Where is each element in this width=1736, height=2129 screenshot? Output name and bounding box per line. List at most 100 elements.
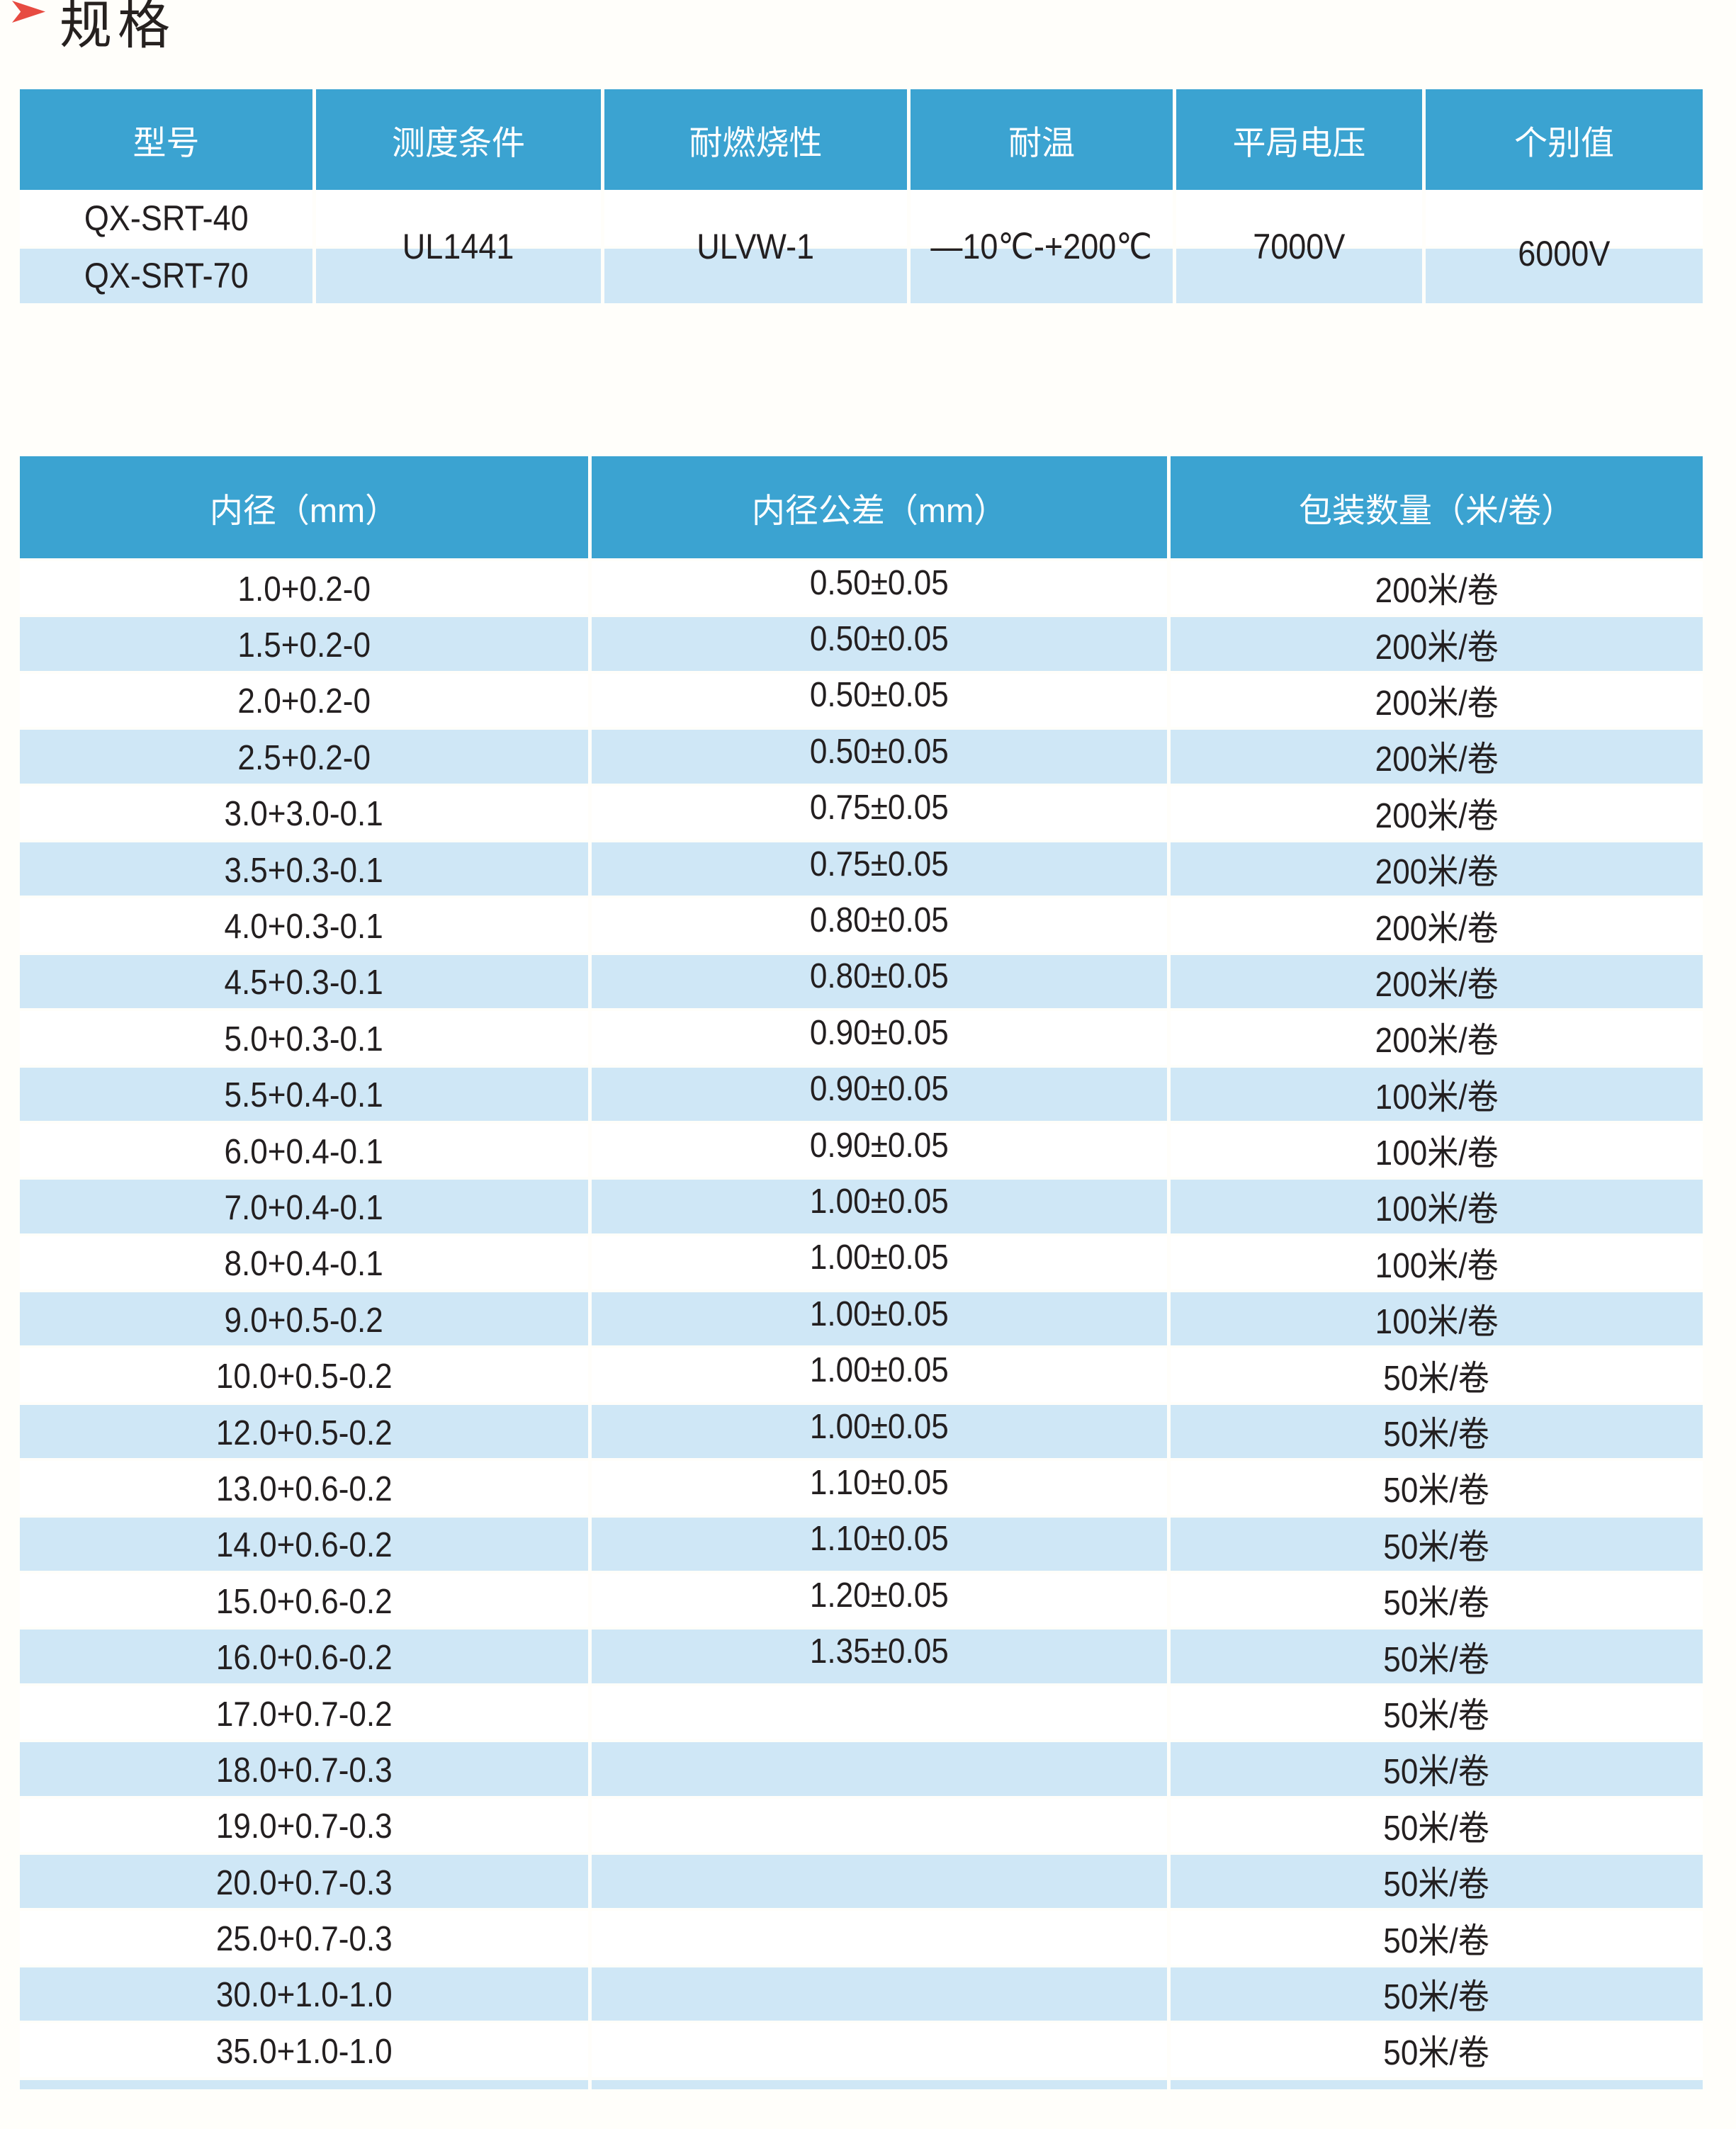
cell-diameter: 6.0+0.4-0.1 (20, 1123, 588, 1178)
cell-diameter: 20.0+0.7-0.3 (20, 1854, 588, 1909)
value-flame-resistance-text: ULVW-1 (697, 227, 815, 266)
cell-quantity: 50米/卷 (1171, 1911, 1703, 1965)
cell-diameter: 7.0+0.4-0.1 (20, 1180, 588, 1233)
cell-quantity-text: 200米/卷 (1375, 572, 1499, 611)
cell-diameter: 1.0+0.2-0 (20, 561, 588, 615)
value-individual-text: 6000V (1518, 234, 1611, 273)
cell-blank (1426, 248, 1703, 303)
header-flame-resistance: 耐燃烧性 (604, 89, 907, 190)
cell-diameter: 16.0+0.6-0.2 (20, 1630, 588, 1683)
cell-diameter: 4.5+0.3-0.1 (20, 954, 588, 1009)
cell-tolerance (592, 2079, 1167, 2089)
cell-diameter-text: 7.0+0.4-0.1 (224, 1188, 384, 1227)
cell-diameter-text: 19.0+0.7-0.3 (215, 1807, 393, 1846)
cell-diameter-text: 8.0+0.4-0.1 (224, 1245, 384, 1284)
cell-quantity: 200米/卷 (1171, 730, 1703, 784)
cell-quantity: 50米/卷 (1171, 2023, 1703, 2077)
cell-tolerance: 1.00±0.05 (592, 1180, 1167, 1233)
cell-quantity: 100米/卷 (1171, 1123, 1703, 1178)
cell-quantity-text: 50米/卷 (1383, 1640, 1490, 1679)
cell-quantity: 50米/卷 (1171, 1574, 1703, 1627)
cell-quantity: 50米/卷 (1171, 1798, 1703, 1852)
cell-diameter-text: 3.0+3.0-0.1 (224, 795, 384, 834)
cell-model-1: QX-SRT-40 (20, 190, 312, 246)
cell-tolerance-text: 1.10±0.05 (810, 1463, 949, 1502)
header-individual-value: 个别值 (1426, 89, 1703, 190)
cell-tolerance: 0.90±0.05 (592, 1067, 1167, 1121)
cell-quantity: 200米/卷 (1171, 561, 1703, 615)
cell-tolerance-text: 0.80±0.05 (810, 957, 949, 996)
cell-quantity: 200米/卷 (1171, 786, 1703, 840)
cell-quantity: 100米/卷 (1171, 1236, 1703, 1290)
cell-quantity-text: 50米/卷 (1383, 1416, 1490, 1455)
size-table-row: 12.0+0.5-0.2 1.00±0.05 50米/卷 (20, 1404, 1703, 1459)
cell-quantity-text: 50米/卷 (1383, 1359, 1490, 1398)
cell-tolerance-text: 1.00±0.05 (810, 1238, 949, 1277)
cell-tolerance: 0.80±0.05 (592, 898, 1167, 952)
cell-quantity: 200米/卷 (1171, 673, 1703, 728)
cell-diameter: 9.0+0.5-0.2 (20, 1292, 588, 1346)
cell-diameter: 5.5+0.4-0.1 (20, 1067, 588, 1121)
cell-tolerance (592, 1967, 1167, 2021)
cell-tolerance: 1.35±0.05 (592, 1630, 1167, 1683)
size-table-row: 18.0+0.7-0.3 50米/卷 (20, 1742, 1703, 1796)
cell-quantity-text: 200米/卷 (1375, 853, 1499, 892)
size-table-row: 20.0+0.7-0.3 50米/卷 (20, 1854, 1703, 1909)
cell-tolerance-text: 0.50±0.05 (810, 563, 949, 602)
size-table-row: 30.0+1.0-1.0 50米/卷 (20, 1967, 1703, 2021)
size-table-row: 25.0+0.7-0.3 50米/卷 (20, 1911, 1703, 1965)
cell-quantity: 50米/卷 (1171, 1348, 1703, 1402)
cell-tolerance-text: 0.75±0.05 (810, 789, 949, 828)
cell-quantity: 50米/卷 (1171, 1742, 1703, 1796)
cell-tolerance: 1.00±0.05 (592, 1404, 1167, 1459)
size-table-row: 4.5+0.3-0.1 0.80±0.05 200米/卷 (20, 954, 1703, 1009)
cell-diameter-text: 15.0+0.6-0.2 (215, 1582, 393, 1621)
cell-diameter-text: 16.0+0.6-0.2 (215, 1639, 393, 1678)
cell-quantity-text: 100米/卷 (1375, 1246, 1499, 1285)
cell-diameter-text: 5.5+0.4-0.1 (224, 1076, 384, 1115)
properties-table-body: QX-SRT-40 QX-SRT-70 UL1441 ULVW-1 —10℃-+… (20, 190, 1703, 303)
cell-tolerance-text: 0.50±0.05 (810, 676, 949, 715)
cell-quantity-text: 100米/卷 (1375, 1134, 1499, 1173)
cell-tolerance (592, 1798, 1167, 1852)
cell-tolerance: 0.50±0.05 (592, 673, 1167, 728)
cell-blank (1176, 248, 1422, 303)
cell-quantity: 200米/卷 (1171, 617, 1703, 671)
size-table-row: 7.0+0.4-0.1 1.00±0.05 100米/卷 (20, 1180, 1703, 1233)
cell-diameter-text: 17.0+0.7-0.2 (215, 1695, 393, 1734)
value-avg-voltage: 7000V (1176, 190, 1422, 303)
cell-quantity-text: 50米/卷 (1383, 1921, 1490, 1960)
size-table-row: 2.5+0.2-0 0.50±0.05 200米/卷 (20, 730, 1703, 784)
cell-diameter: 3.5+0.3-0.1 (20, 842, 588, 896)
cell-quantity: 100米/卷 (1171, 1180, 1703, 1233)
cell-tolerance-text: 1.20±0.05 (810, 1576, 949, 1615)
cell-quantity: 50米/卷 (1171, 1685, 1703, 1740)
size-table-row-partial (20, 2079, 1703, 2089)
size-table-row: 19.0+0.7-0.3 50米/卷 (20, 1798, 1703, 1852)
cell-quantity-text: 200米/卷 (1375, 628, 1499, 667)
cell-quantity: 50米/卷 (1171, 1630, 1703, 1683)
header-diameter-tolerance: 内径公差（mm） (592, 456, 1167, 558)
cell-blank (911, 248, 1173, 303)
size-table-row: 1.5+0.2-0 0.50±0.05 200米/卷 (20, 617, 1703, 671)
cell-tolerance (592, 2023, 1167, 2077)
cell-diameter: 4.0+0.3-0.1 (20, 898, 588, 952)
cell-tolerance-text: 0.50±0.05 (810, 620, 949, 659)
cell-diameter-text: 20.0+0.7-0.3 (215, 1863, 393, 1902)
header-inner-diameter: 内径（mm） (20, 456, 588, 558)
cell-tolerance (592, 1911, 1167, 1965)
cell-diameter-text: 1.0+0.2-0 (237, 570, 371, 609)
cell-diameter: 19.0+0.7-0.3 (20, 1798, 588, 1852)
red-arrow-icon (12, 1, 45, 23)
size-table-row: 10.0+0.5-0.2 1.00±0.05 50米/卷 (20, 1348, 1703, 1402)
cell-quantity: 100米/卷 (1171, 1067, 1703, 1121)
cell-quantity-text: 200米/卷 (1375, 684, 1499, 723)
value-test-condition-text: UL1441 (402, 227, 514, 266)
cell-diameter-text: 1.5+0.2-0 (237, 626, 371, 665)
properties-row-2: QX-SRT-70 (20, 248, 1703, 303)
cell-diameter: 2.5+0.2-0 (20, 730, 588, 784)
cell-diameter-text: 13.0+0.6-0.2 (215, 1469, 393, 1508)
cell-tolerance: 1.00±0.05 (592, 1348, 1167, 1402)
cell-tolerance: 0.80±0.05 (592, 954, 1167, 1009)
page-title: 规格 (60, 0, 176, 55)
